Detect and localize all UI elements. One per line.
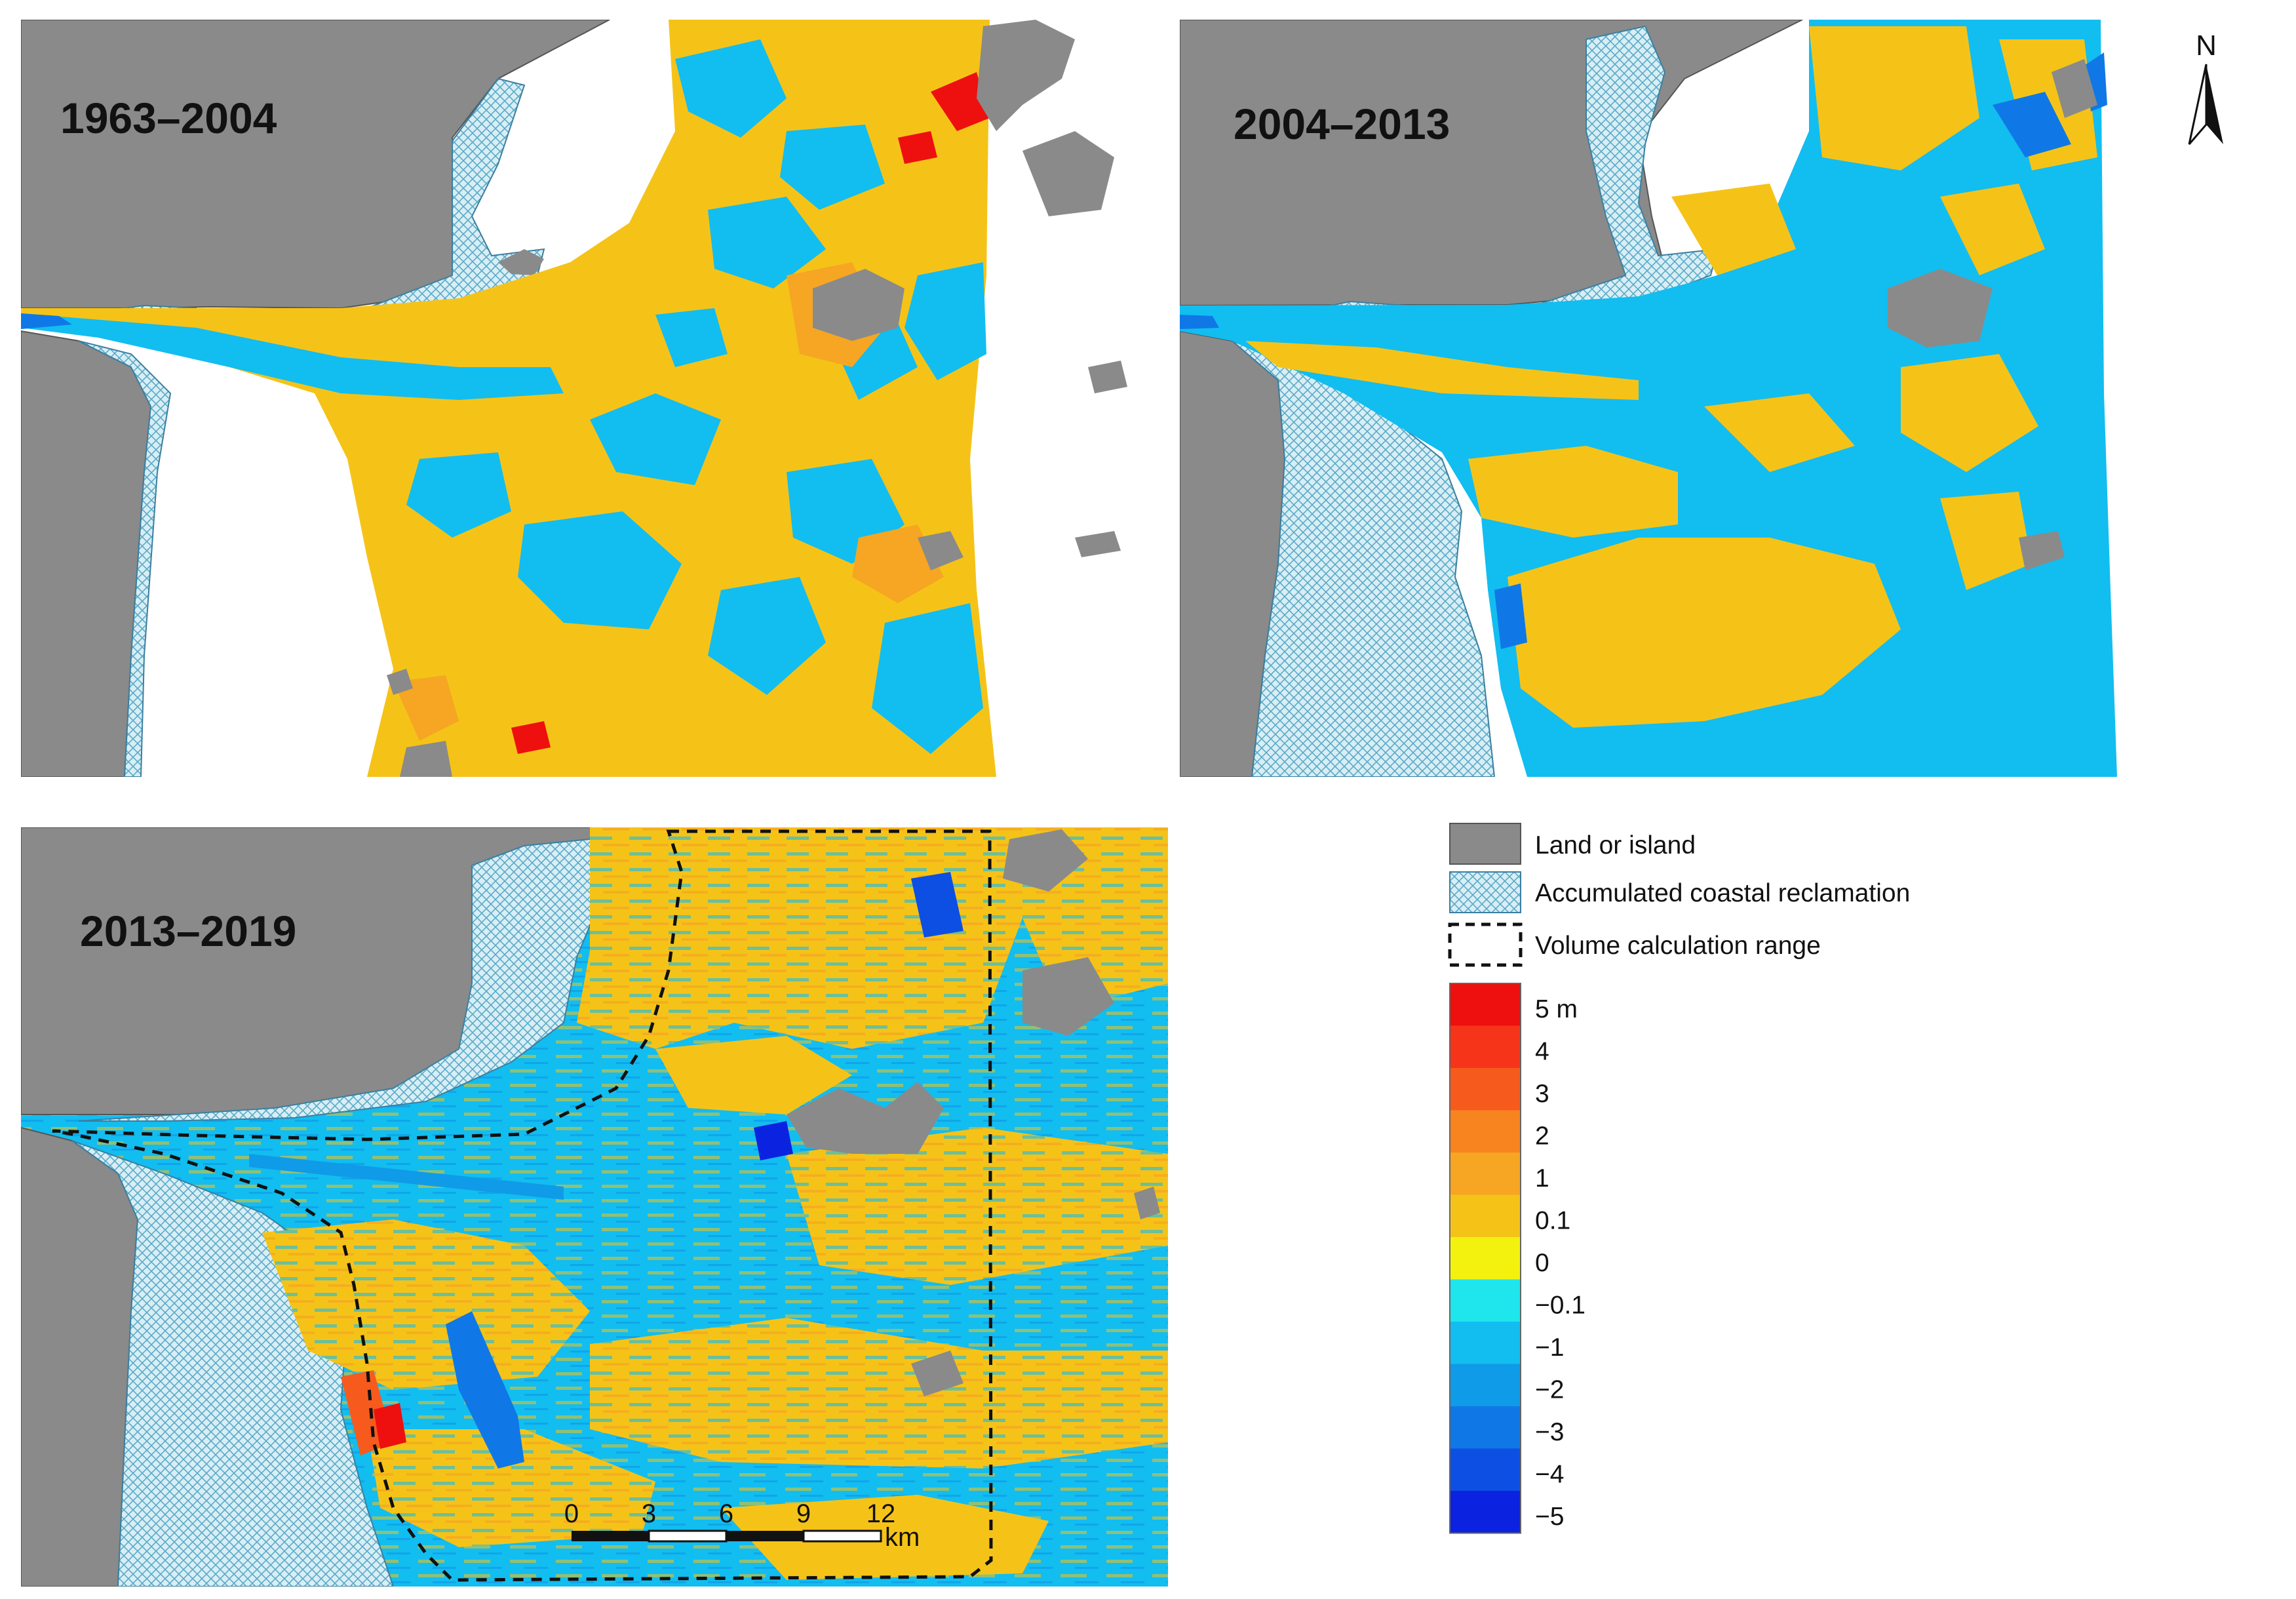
- color-scale-label: 4: [1535, 1037, 1549, 1065]
- color-scale-swatch: [1450, 1406, 1521, 1449]
- legend: Land or island Accumulated coastal recla…: [1448, 823, 1910, 1534]
- color-scale-label: 3: [1535, 1080, 1549, 1108]
- color-scale-labels: 5 m 4 3 2 1 0.1 0 −0.1 −1 −2 −3 −4 −5: [1535, 995, 1586, 1531]
- color-scale-swatch: [1450, 1279, 1521, 1322]
- color-scale-label: −3: [1535, 1418, 1564, 1446]
- islands: [387, 20, 1127, 777]
- color-scale-swatch: [1450, 1025, 1521, 1069]
- islet: [498, 249, 544, 275]
- color-scale-label: 1: [1535, 1164, 1549, 1193]
- north-arrow-light: [2188, 64, 2208, 145]
- erosion-patches: [406, 39, 986, 754]
- volume-calculation-boundary: [52, 829, 993, 1582]
- legend-reclamation-swatch: [1449, 871, 1521, 913]
- legend-volume-swatch: [1448, 922, 1523, 967]
- deposition-max: [511, 72, 990, 754]
- color-scale-swatch: [1450, 1194, 1521, 1238]
- scale-tick-6: 6: [719, 1499, 733, 1528]
- color-scale-swatch: [1450, 1491, 1521, 1533]
- color-scale-label: −1: [1535, 1333, 1564, 1362]
- map-panel-2004-2013: [1180, 20, 2117, 777]
- color-scale-outline: [1449, 983, 1521, 1534]
- map-panel-2013-2019: 0 3 6 9 12 km: [21, 827, 1168, 1587]
- color-scale-label: 0: [1535, 1249, 1549, 1277]
- legend-land-label: Land or island: [1535, 831, 1696, 859]
- scale-tick-9: 9: [796, 1499, 811, 1528]
- deposition-patches: [262, 827, 1168, 1580]
- north-label: N: [2196, 30, 2217, 62]
- islands: [1888, 59, 2097, 570]
- north-arrow-dark: [2206, 64, 2223, 144]
- erosion-strong: [249, 872, 963, 1469]
- deposition-strong: [341, 1370, 406, 1455]
- color-scale-swatch: [1450, 1068, 1521, 1111]
- color-scale-label: −0.1: [1535, 1291, 1586, 1319]
- islands: [787, 829, 1160, 1396]
- color-scale-swatch: [1450, 1153, 1521, 1195]
- legend-reclamation-label: Accumulated coastal reclamation: [1535, 879, 1910, 907]
- erosion-channel: [21, 313, 564, 400]
- land-southwest: [21, 1126, 139, 1587]
- scale-tick-0: 0: [564, 1499, 579, 1528]
- erosion-strong: [1180, 52, 2107, 649]
- color-scale-bar: [1449, 983, 1521, 1534]
- color-scale-label: 5 m: [1535, 995, 1578, 1023]
- color-scale-swatch: [1450, 983, 1521, 1026]
- scale-bar: [572, 1530, 882, 1543]
- map-panel-1963-2004: [21, 20, 1130, 777]
- color-scale-label: 0.1: [1535, 1206, 1570, 1234]
- erosion-strong: [21, 313, 72, 329]
- panel-title-2: 2004–2013: [1234, 100, 1450, 148]
- north-arrow: N: [2188, 30, 2223, 145]
- color-scale-label: −4: [1535, 1460, 1564, 1488]
- color-scale-swatch: [1450, 1322, 1521, 1364]
- scale-tick-12: 12: [866, 1499, 896, 1528]
- color-scale-label: −2: [1535, 1375, 1564, 1404]
- color-scale-label: 2: [1535, 1122, 1549, 1150]
- color-scale-swatch: [1450, 1448, 1521, 1491]
- legend-volume-label: Volume calculation range: [1535, 932, 1821, 960]
- color-scale-swatch: [1450, 1364, 1521, 1407]
- legend-land-swatch: [1449, 823, 1521, 865]
- scale-tick-3: 3: [642, 1499, 656, 1528]
- panel-title-3: 2013–2019: [80, 907, 296, 955]
- reclamation-west: [78, 340, 172, 777]
- panel-title-1: 1963–2004: [60, 94, 277, 142]
- color-scale-swatch: [1450, 1110, 1521, 1153]
- color-scale-label: −5: [1535, 1503, 1564, 1531]
- color-scale-swatch: [1450, 1237, 1521, 1280]
- scale-unit: km: [885, 1523, 920, 1552]
